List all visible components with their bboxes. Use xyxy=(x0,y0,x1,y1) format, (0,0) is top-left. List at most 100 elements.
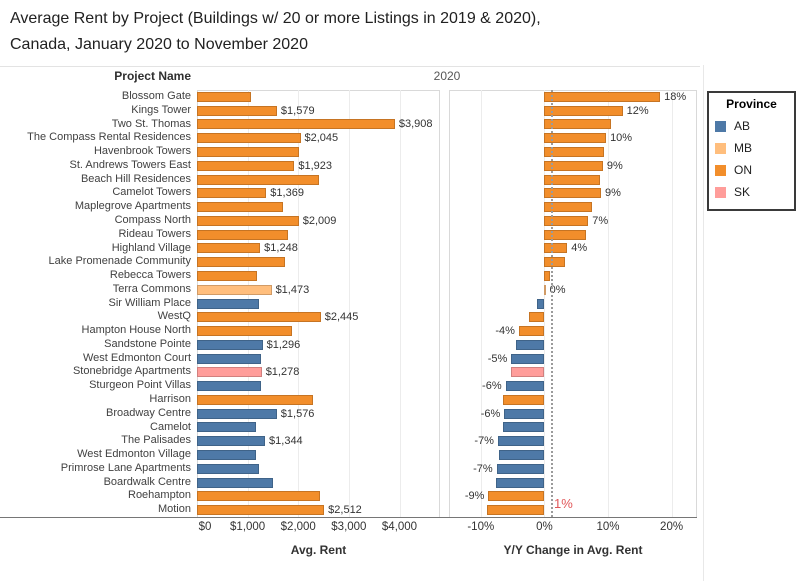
project-name-label[interactable]: The Palisades xyxy=(121,434,191,447)
avg-rent-bar[interactable] xyxy=(197,146,299,157)
project-name-label[interactable]: The Compass Rental Residences xyxy=(27,131,191,144)
avg-rent-bar[interactable] xyxy=(197,215,299,226)
avg-rent-bar[interactable] xyxy=(197,119,395,130)
project-name-label[interactable]: Rideau Towers xyxy=(118,227,191,240)
avg-rent-bar[interactable] xyxy=(197,505,325,516)
avg-rent-bar[interactable] xyxy=(197,202,283,213)
yoy-change-bar[interactable] xyxy=(544,133,607,144)
yoy-change-bar[interactable] xyxy=(504,408,545,419)
project-name-label[interactable]: Sturgeon Point Villas xyxy=(89,379,191,392)
avg-rent-bar[interactable] xyxy=(197,188,267,199)
yoy-change-bar[interactable] xyxy=(516,339,545,350)
avg-rent-bar[interactable] xyxy=(197,312,321,323)
avg-rent-value-label: $1,296 xyxy=(266,338,301,351)
project-name-label[interactable]: Roehampton xyxy=(128,489,191,502)
project-name-label[interactable]: Rebecca Towers xyxy=(109,269,191,282)
project-name-label[interactable]: Primrose Lane Apartments xyxy=(60,461,191,474)
yoy-change-bar[interactable] xyxy=(529,312,545,323)
yoy-change-bar[interactable] xyxy=(544,243,568,254)
row-header-project-name: Project Name xyxy=(114,69,191,83)
project-name-label[interactable]: WestQ xyxy=(157,310,191,323)
avg-rent-bar[interactable] xyxy=(197,229,288,240)
project-name-label[interactable]: Camelot Towers xyxy=(112,186,191,199)
project-name-label[interactable]: Harrison xyxy=(149,393,191,406)
project-name-label[interactable]: Kings Tower xyxy=(131,103,191,116)
yoy-change-bar[interactable] xyxy=(544,202,593,213)
avg-rent-bar[interactable] xyxy=(197,91,251,102)
project-name-label[interactable]: Terra Commons xyxy=(112,282,191,295)
yoy-change-bar[interactable] xyxy=(496,477,545,488)
project-name-label[interactable]: West Edmonton Village xyxy=(77,448,191,461)
yoy-change-bar[interactable] xyxy=(518,326,545,337)
avg-rent-bar[interactable] xyxy=(197,284,272,295)
project-name-label[interactable]: Blossom Gate xyxy=(121,90,191,102)
project-name-label[interactable]: Compass North xyxy=(114,213,191,226)
yoy-change-bar[interactable] xyxy=(511,353,545,364)
project-name-label[interactable]: Lake Promenade Community xyxy=(48,255,191,268)
yoy-change-bar[interactable] xyxy=(544,91,661,102)
avg-rent-bar[interactable] xyxy=(197,367,262,378)
avg-rent-bar[interactable] xyxy=(197,463,259,474)
yoy-change-bar[interactable] xyxy=(544,160,603,171)
project-name-label[interactable]: Beach Hill Residences xyxy=(80,172,191,185)
yoy-change-bar[interactable] xyxy=(544,119,611,130)
project-name-label[interactable]: Sandstone Pointe xyxy=(104,337,191,350)
avg-rent-bar[interactable] xyxy=(197,422,257,433)
avg-rent-bar[interactable] xyxy=(197,174,319,185)
avg-rent-bar[interactable] xyxy=(197,270,257,281)
legend-item-mb[interactable]: MB xyxy=(709,137,794,159)
project-name-label[interactable]: Hampton House North xyxy=(81,324,191,337)
avg-rent-bar[interactable] xyxy=(197,339,263,350)
yoy-change-bar[interactable] xyxy=(544,270,551,281)
avg-rent-bar[interactable] xyxy=(197,436,266,447)
yoy-change-bar[interactable] xyxy=(544,229,587,240)
avg-rent-bar[interactable] xyxy=(197,243,261,254)
yoy-change-bar[interactable] xyxy=(487,505,545,516)
project-name-label[interactable]: Sir William Place xyxy=(108,296,191,309)
project-name-label[interactable]: Stonebridge Apartments xyxy=(72,365,191,378)
project-name-label[interactable]: Motion xyxy=(157,503,191,516)
legend-item-on[interactable]: ON xyxy=(709,159,794,181)
avg-rent-bar[interactable] xyxy=(197,394,314,405)
avg-rent-bar[interactable] xyxy=(197,353,261,364)
project-name-label[interactable]: Camelot xyxy=(150,420,191,433)
avg-rent-value-label: $2,045 xyxy=(304,132,339,145)
yoy-change-bar[interactable] xyxy=(505,381,545,392)
avg-rent-bar[interactable] xyxy=(197,326,293,337)
yoy-change-bar[interactable] xyxy=(510,367,545,378)
yoy-change-bar[interactable] xyxy=(544,188,601,199)
project-name-label[interactable]: Havenbrook Towers xyxy=(93,145,191,158)
yoy-change-bar[interactable] xyxy=(544,146,605,157)
legend-item-ab[interactable]: AB xyxy=(709,115,794,137)
avg-rent-bar[interactable] xyxy=(197,450,257,461)
avg-rent-bar[interactable] xyxy=(197,298,260,309)
yoy-change-bar[interactable] xyxy=(544,174,600,185)
project-name-label[interactable]: Boardwalk Centre xyxy=(103,475,191,488)
legend-item-sk[interactable]: SK xyxy=(709,181,794,203)
project-name-label[interactable]: St. Andrews Towers East xyxy=(69,158,191,171)
avg-rent-bar[interactable] xyxy=(197,408,277,419)
avg-rent-bar[interactable] xyxy=(197,160,295,171)
yoy-change-bar[interactable] xyxy=(497,436,545,447)
yoy-change-bar[interactable] xyxy=(544,105,623,116)
yoy-change-bar[interactable] xyxy=(496,463,545,474)
avg-rent-bar[interactable] xyxy=(197,381,262,392)
project-name-label[interactable]: Broadway Centre xyxy=(106,406,191,419)
yoy-change-bar[interactable] xyxy=(544,215,589,226)
yoy-change-bar[interactable] xyxy=(503,394,545,405)
yoy-change-bar[interactable] xyxy=(537,298,545,309)
yoy-change-bar[interactable] xyxy=(503,422,545,433)
avg-rent-bar[interactable] xyxy=(197,257,286,268)
project-name-label[interactable]: Highland Village xyxy=(111,241,191,254)
avg-rent-bar[interactable] xyxy=(197,477,274,488)
yoy-change-bar[interactable] xyxy=(488,491,545,502)
yoy-change-bar[interactable] xyxy=(544,284,547,295)
yoy-change-bar[interactable] xyxy=(498,450,545,461)
project-name-label[interactable]: Maplegrove Apartments xyxy=(74,200,191,213)
project-name-label[interactable]: West Edmonton Court xyxy=(82,351,191,364)
avg-rent-bar[interactable] xyxy=(197,105,277,116)
yoy-change-bar[interactable] xyxy=(544,257,566,268)
avg-rent-bar[interactable] xyxy=(197,491,320,502)
project-name-label[interactable]: Two St. Thomas xyxy=(111,117,191,130)
avg-rent-bar[interactable] xyxy=(197,133,301,144)
